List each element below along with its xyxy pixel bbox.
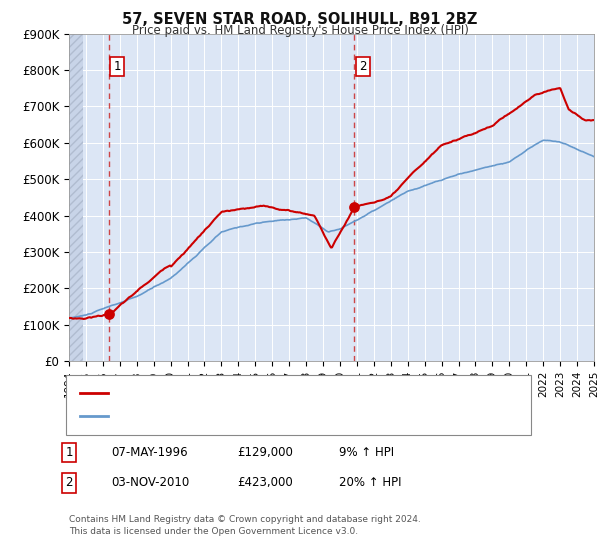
- Text: £129,000: £129,000: [237, 446, 293, 459]
- Text: 1: 1: [113, 60, 121, 73]
- Text: 2: 2: [359, 60, 367, 73]
- Point: [104, 310, 113, 319]
- Text: HPI: Average price, detached house, Solihull: HPI: Average price, detached house, Soli…: [114, 411, 345, 421]
- Text: 9% ↑ HPI: 9% ↑ HPI: [339, 446, 394, 459]
- Text: 20% ↑ HPI: 20% ↑ HPI: [339, 476, 401, 489]
- Text: Price paid vs. HM Land Registry's House Price Index (HPI): Price paid vs. HM Land Registry's House …: [131, 24, 469, 37]
- Text: £423,000: £423,000: [237, 476, 293, 489]
- Text: Contains HM Land Registry data © Crown copyright and database right 2024.: Contains HM Land Registry data © Crown c…: [69, 515, 421, 524]
- Bar: [69, 34, 83, 361]
- Text: 07-MAY-1996: 07-MAY-1996: [111, 446, 188, 459]
- Text: 57, SEVEN STAR ROAD, SOLIHULL, B91 2BZ (detached house): 57, SEVEN STAR ROAD, SOLIHULL, B91 2BZ (…: [114, 388, 434, 398]
- Text: 57, SEVEN STAR ROAD, SOLIHULL, B91 2BZ: 57, SEVEN STAR ROAD, SOLIHULL, B91 2BZ: [122, 12, 478, 27]
- Text: 03-NOV-2010: 03-NOV-2010: [111, 476, 189, 489]
- Point: [349, 203, 359, 212]
- Text: This data is licensed under the Open Government Licence v3.0.: This data is licensed under the Open Gov…: [69, 528, 358, 536]
- Text: 1: 1: [65, 446, 73, 459]
- Text: 2: 2: [65, 476, 73, 489]
